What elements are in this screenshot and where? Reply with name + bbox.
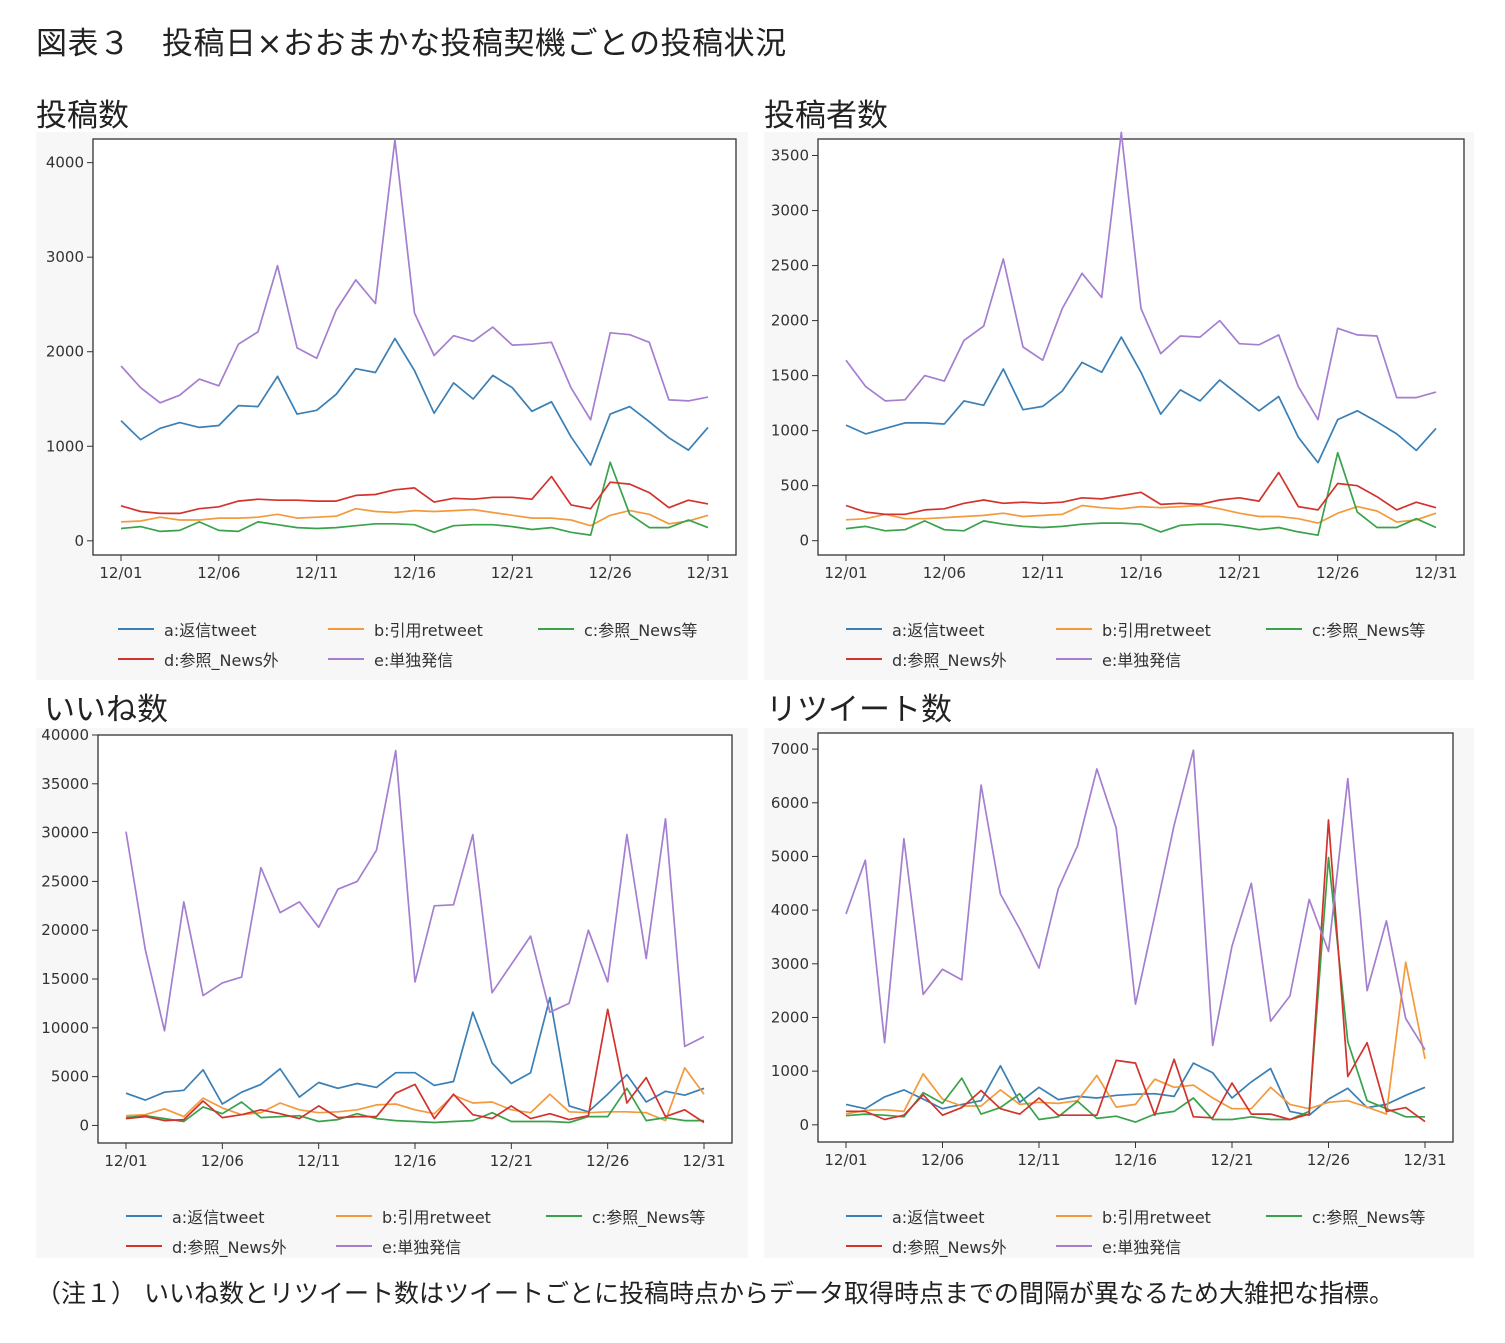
legend-item-a: a:返信tweet: [846, 1204, 1056, 1228]
panel-posts-background: [36, 132, 748, 680]
legend-label: e:単独発信: [382, 1238, 462, 1257]
legend-swatch: [1056, 1245, 1092, 1247]
legend-label: e:単独発信: [374, 651, 454, 670]
legend-item-a: a:返信tweet: [846, 617, 1056, 641]
legend-item-d: d:参照_News外: [118, 647, 328, 671]
legend-retweets: a:返信tweet b:引用retweet c:参照_News等 d:参照_News外…: [846, 1204, 1476, 1258]
panel-retweets-background: [764, 728, 1474, 1258]
legend-item-e: e:単独発信: [328, 647, 538, 671]
legend-label: c:参照_News等: [592, 1208, 706, 1227]
panel-title-retweets: リツイート数: [766, 692, 952, 728]
legend-item-d: d:参照_News外: [846, 1234, 1056, 1258]
legend-item-a: a:返信tweet: [118, 617, 328, 641]
legend-item-c: c:参照_News等: [538, 617, 748, 641]
legend-item-d: d:参照_News外: [126, 1234, 336, 1258]
legend-swatch: [538, 628, 574, 630]
legend-label: e:単独発信: [1102, 1238, 1182, 1257]
legend-item-d: d:参照_News外: [846, 647, 1056, 671]
legend-item-b: b:引用retweet: [1056, 617, 1266, 641]
legend-item-b: b:引用retweet: [1056, 1204, 1266, 1228]
figure-title: 図表３ 投稿日×おおまかな投稿契機ごとの投稿状況: [36, 26, 787, 62]
legend-item-e: e:単独発信: [336, 1234, 546, 1258]
legend-swatch: [336, 1245, 372, 1247]
legend-swatch: [328, 658, 364, 660]
panel-title-posters: 投稿者数: [764, 98, 888, 134]
legend-label: d:参照_News外: [164, 651, 279, 670]
legend-swatch: [846, 1215, 882, 1217]
legend-label: c:参照_News等: [1312, 621, 1426, 640]
legend-swatch: [118, 628, 154, 630]
footnote: （注１） いいね数とリツイート数はツイートごとに投稿時点からデータ取得時点までの…: [36, 1279, 1394, 1308]
legend-item-a: a:返信tweet: [126, 1204, 336, 1228]
legend-swatch: [118, 658, 154, 660]
legend-label: d:参照_News外: [892, 651, 1007, 670]
legend-swatch: [846, 658, 882, 660]
legend-label: e:単独発信: [1102, 651, 1182, 670]
legend-posts: a:返信tweet b:引用retweet c:参照_News等 d:参照_News外…: [118, 617, 748, 671]
legend-label: a:返信tweet: [172, 1208, 265, 1227]
legend-item-c: c:参照_News等: [1266, 1204, 1476, 1228]
legend-swatch: [846, 1245, 882, 1247]
legend-swatch: [1056, 628, 1092, 630]
legend-item-e: e:単独発信: [1056, 1234, 1266, 1258]
legend-swatch: [546, 1215, 582, 1217]
legend-label: b:引用retweet: [374, 621, 483, 640]
legend-swatch: [846, 628, 882, 630]
panel-posters-background: [764, 132, 1474, 680]
legend-item-b: b:引用retweet: [336, 1204, 546, 1228]
legend-likes: a:返信tweet b:引用retweet c:参照_News等 d:参照_News外…: [126, 1204, 756, 1258]
legend-swatch: [328, 628, 364, 630]
legend-item-e: e:単独発信: [1056, 647, 1266, 671]
legend-swatch: [1266, 628, 1302, 630]
legend-label: a:返信tweet: [892, 1208, 985, 1227]
panel-likes-background: [36, 728, 748, 1258]
legend-swatch: [1056, 658, 1092, 660]
legend-label: b:引用retweet: [382, 1208, 491, 1227]
legend-label: d:参照_News外: [892, 1238, 1007, 1257]
legend-label: c:参照_News等: [1312, 1208, 1426, 1227]
legend-swatch: [126, 1245, 162, 1247]
legend-swatch: [336, 1215, 372, 1217]
legend-item-c: c:参照_News等: [1266, 617, 1476, 641]
legend-label: b:引用retweet: [1102, 621, 1211, 640]
panel-title-likes: いいね数: [44, 692, 168, 728]
legend-label: d:参照_News外: [172, 1238, 287, 1257]
legend-label: a:返信tweet: [892, 621, 985, 640]
legend-label: c:参照_News等: [584, 621, 698, 640]
legend-item-c: c:参照_News等: [546, 1204, 756, 1228]
panel-title-posts: 投稿数: [36, 98, 129, 134]
legend-label: a:返信tweet: [164, 621, 257, 640]
legend-swatch: [126, 1215, 162, 1217]
legend-swatch: [1266, 1215, 1302, 1217]
legend-swatch: [1056, 1215, 1092, 1217]
legend-item-b: b:引用retweet: [328, 617, 538, 641]
legend-posters: a:返信tweet b:引用retweet c:参照_News等 d:参照_News外…: [846, 617, 1476, 671]
legend-label: b:引用retweet: [1102, 1208, 1211, 1227]
